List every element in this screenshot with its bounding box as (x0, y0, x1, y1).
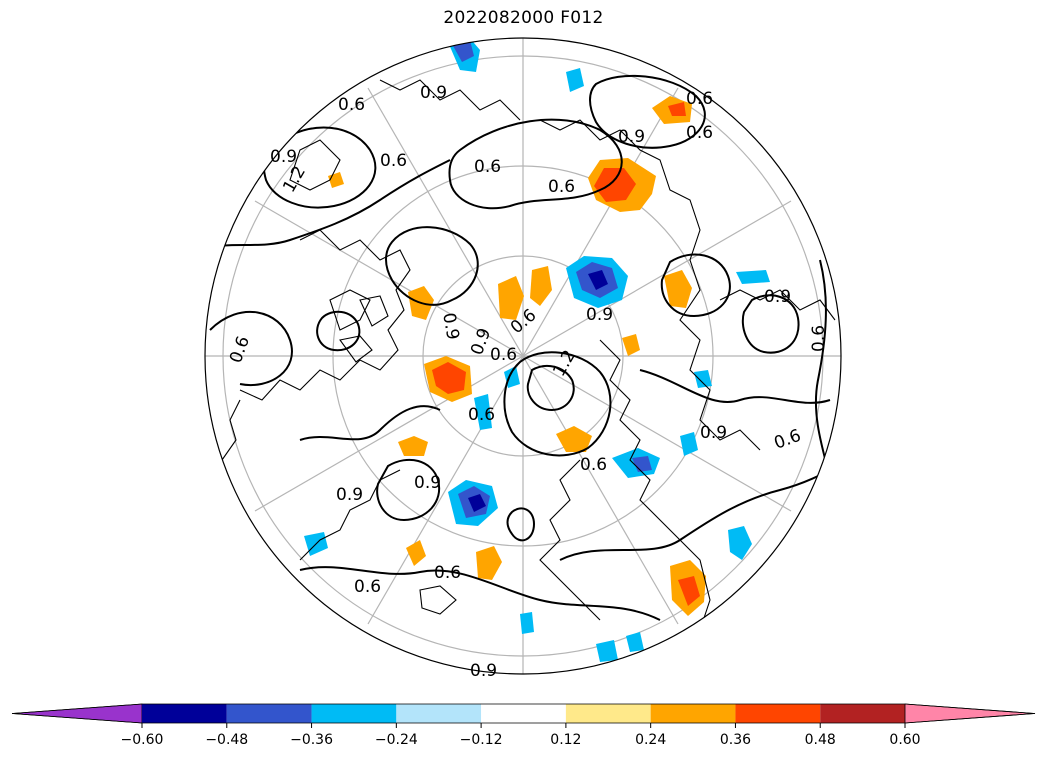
colorbar-tick-label: 0.60 (889, 732, 920, 748)
contour-label: 0.6 (474, 157, 501, 177)
contour-lines (205, 74, 841, 621)
contour-label: 0.9 (700, 423, 727, 443)
contour-label: 0.9 (270, 147, 297, 167)
map-boundary (204, 37, 842, 675)
shade-negative (632, 456, 652, 472)
colorbar-tick-label: −0.24 (375, 732, 418, 748)
shade-positive (678, 576, 700, 606)
shade-positive (556, 426, 592, 452)
shade-positive (476, 546, 502, 580)
colorbar-tick-label: −0.48 (205, 732, 248, 748)
contour-label: 0.6 (354, 577, 381, 597)
colorbar-tick-label: −0.60 (121, 732, 164, 748)
colorbar: −0.60 −0.48 −0.36 −0.24 −0.12 0.12 0.24 0.36 0.4… (11, 703, 1036, 748)
contour-label: 0.6 (338, 95, 365, 115)
contour-label: 0.9 (420, 83, 447, 103)
colorbar-tick-label: 0.24 (635, 732, 666, 748)
contour-label: 0.6 (490, 345, 517, 365)
contour-label: 0.6 (686, 123, 713, 143)
shade-negative (626, 632, 644, 652)
colorbar-extend-high (904, 703, 1036, 724)
shade-negative (728, 526, 752, 560)
shade-positive (664, 270, 692, 308)
shade-positive (594, 168, 636, 202)
shade-negative (588, 270, 608, 290)
colorbar-tick-label: −0.12 (460, 732, 503, 748)
shade-negative (468, 494, 486, 512)
colorbar-tick-label: 0.12 (550, 732, 581, 748)
contour-label: 0.9 (764, 287, 791, 307)
colorbar-segment (142, 704, 227, 723)
contour-label: 0.9 (438, 311, 462, 341)
shade-negative (596, 640, 618, 662)
shade-negative (736, 270, 770, 284)
shade-negative (694, 370, 712, 388)
shade-positive (622, 334, 640, 356)
shade-positive (498, 276, 524, 320)
colorbar-segment (481, 704, 566, 723)
contour-label: 0.6 (434, 563, 461, 583)
contour-label: 0.6 (380, 151, 407, 171)
contour-label: 0.6 (580, 455, 607, 475)
colorbar-segment (311, 704, 397, 723)
colorbar-extend-low (11, 703, 143, 724)
contour-label: 0.6 (686, 89, 713, 109)
colorbar-tick-label: −0.36 (290, 732, 333, 748)
colorbar-segment (396, 704, 482, 723)
plot-title: 2022082000 F012 (443, 8, 604, 28)
shade-positive (432, 362, 466, 394)
graticule (205, 38, 841, 674)
colorbar-segment (565, 704, 651, 723)
shade-positive (406, 540, 426, 566)
contour-label: 0.9 (470, 661, 497, 681)
contour-label: 0.9 (336, 485, 363, 505)
contour-label: 0.9 (618, 127, 645, 147)
colorbar-segment (735, 704, 821, 723)
contour-label: 0.9 (586, 305, 613, 325)
colorbar-segment (820, 704, 905, 723)
shade-positive (530, 266, 552, 306)
shade-positive (668, 102, 686, 116)
contour-label: 0.6 (468, 405, 495, 425)
shade-negative (680, 432, 698, 456)
polar-map: 0.6 0.9 0.6 0.9 0.6 0.6 0.9 0.6 0.6 0.9 … (204, 37, 842, 681)
contour-label: 0.9 (414, 473, 441, 493)
colorbar-tick-label: 0.36 (720, 732, 751, 748)
colorbar-segment (226, 704, 312, 723)
contour-label: 0.6 (809, 325, 829, 352)
contour-label: 0.6 (548, 177, 575, 197)
contour-label-group: 0.6 0.9 0.6 0.9 0.6 0.6 0.9 0.6 0.6 0.9 … (226, 83, 829, 681)
anomaly-shading (304, 38, 770, 662)
shade-negative (474, 394, 492, 430)
shade-negative (520, 612, 534, 634)
shade-negative (452, 40, 474, 62)
shade-positive (398, 436, 428, 456)
shade-negative (566, 68, 584, 92)
colorbar-tick-label: 0.48 (805, 732, 836, 748)
colorbar-segment (650, 704, 736, 723)
